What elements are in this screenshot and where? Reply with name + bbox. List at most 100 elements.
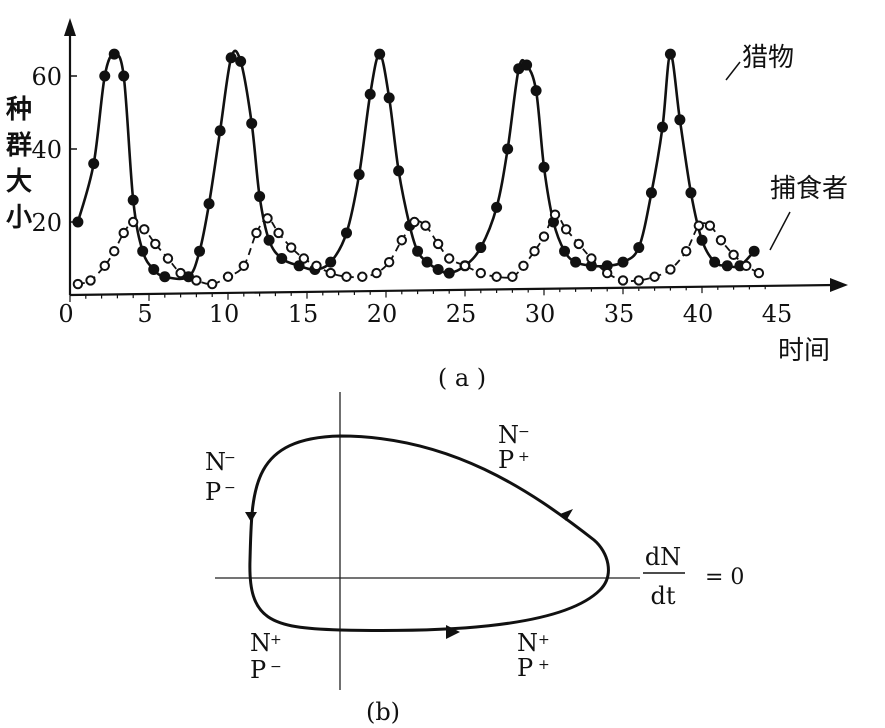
predator-data-point [459, 260, 471, 271]
prey-data-point [674, 114, 686, 126]
prey-data-point [118, 70, 130, 82]
prey-data-point [696, 234, 708, 246]
prey-data-point [246, 117, 258, 129]
predator-data-point [491, 271, 502, 282]
p-label: P [498, 446, 514, 474]
isocline-denominator: dt [650, 582, 675, 610]
y-tick-label: 20 [31, 209, 62, 237]
x-tick-label: 25 [446, 300, 477, 328]
prey-data-point [530, 85, 542, 97]
p-sign: − [224, 480, 236, 496]
panel-a-population-chart: 0 5 10 15 20 25 30 35 40 45 20 40 60 种群大小 时间 猎物 捕食者… [5, 18, 848, 392]
predator-data-point [72, 278, 84, 290]
predator-data-point [715, 235, 727, 246]
predator-data-point [432, 238, 444, 250]
x-tick-label: 35 [604, 300, 635, 328]
prey-data-point [664, 48, 676, 60]
predator-data-point [409, 216, 420, 228]
predator-data-point [681, 246, 692, 257]
predator-data-point [357, 271, 368, 282]
predator-data-point [341, 271, 352, 282]
chart-axes [64, 18, 848, 302]
x-tick-label: 5 [137, 300, 152, 328]
prey-data-point [374, 48, 386, 60]
p-sign: + [538, 657, 550, 673]
predator-data-point [518, 260, 529, 271]
predator-data-point [704, 220, 716, 231]
caption-a: ( a ) [438, 364, 486, 392]
predator-data-point [150, 238, 161, 250]
predator-data-point [251, 227, 262, 239]
predator-data-point [549, 209, 561, 220]
n-label: N [250, 629, 271, 657]
prey-series-line [76, 49, 756, 281]
predator-data-point [753, 267, 765, 279]
x-tick-label: 0 [58, 300, 73, 328]
y-tick-label: 60 [31, 63, 62, 91]
prey-data-point [137, 245, 149, 257]
x-tick-label: 40 [683, 300, 714, 328]
prey-data-point [421, 256, 433, 268]
predator-data-point [371, 267, 382, 279]
predator-data-point [573, 238, 584, 250]
prey-data-point [412, 245, 424, 257]
arrow-left-icon [245, 512, 257, 522]
quadrant-top-right: N − P + [498, 421, 530, 474]
prey-data-point [127, 194, 139, 206]
predator-label-leader [769, 211, 791, 251]
prey-data-point [491, 201, 503, 213]
predator-data-point [286, 242, 297, 253]
prey-data-point [108, 48, 120, 60]
isocline-equals: = 0 [705, 565, 744, 590]
series-labels: 猎物 捕食者 [725, 43, 848, 251]
predator-data-point [238, 260, 250, 271]
prey-data-point [341, 227, 352, 239]
predator-data-point [118, 227, 129, 239]
prey-data-point [432, 263, 444, 275]
predator-data-point [139, 224, 150, 235]
predator-data-point [325, 267, 336, 279]
predator-data-point [560, 224, 572, 235]
predator-series-label: 捕食者 [770, 174, 848, 204]
predator-data-point [728, 249, 739, 261]
predator-data-point [649, 271, 660, 282]
x-tick-label: 10 [209, 300, 240, 328]
y-axis-arrow-icon [64, 18, 76, 36]
n-sign: − [518, 424, 530, 440]
data-series [72, 48, 765, 290]
prey-data-point [633, 242, 645, 254]
arrow-bottom-icon [446, 625, 460, 639]
prey-data-point [364, 88, 376, 100]
prey-data-point [194, 245, 206, 257]
prey-data-point [570, 256, 582, 268]
prey-data-point [657, 121, 668, 133]
predator-data-point [311, 260, 322, 271]
x-axis-label: 时间 [778, 336, 830, 366]
prey-data-point [383, 92, 395, 104]
predator-data-point [529, 246, 540, 257]
prey-data-point [276, 253, 288, 264]
prey-data-point [214, 125, 226, 137]
n-label: N [517, 629, 538, 657]
prey-data-point [601, 260, 613, 272]
x-tick-label: 20 [367, 300, 398, 328]
y-tick-label: 40 [31, 136, 62, 164]
x-tick-labels: 0 5 10 15 20 25 30 35 40 45 [58, 300, 792, 328]
x-tick-label: 45 [762, 300, 793, 328]
predator-data-point [475, 267, 486, 279]
prey-data-point [159, 271, 171, 283]
predator-data-point [273, 227, 284, 239]
predator-data-point [383, 256, 395, 268]
prey-data-point [353, 169, 365, 181]
predator-data-point [538, 231, 550, 242]
prey-data-point [263, 234, 275, 246]
prey-data-point [709, 256, 721, 268]
predator-data-point [162, 253, 174, 264]
prey-data-point [443, 267, 455, 279]
prey-data-point [254, 190, 266, 202]
p-sign: − [270, 659, 282, 675]
prey-data-point [225, 52, 237, 64]
prey-data-point [88, 158, 100, 170]
prey-data-point [203, 198, 215, 210]
p-label: P [250, 656, 266, 684]
